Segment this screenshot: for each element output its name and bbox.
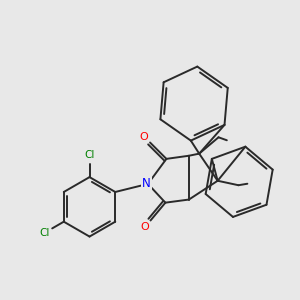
- Text: Cl: Cl: [84, 150, 95, 161]
- Text: Cl: Cl: [40, 227, 50, 238]
- Text: O: O: [140, 222, 149, 232]
- Text: O: O: [139, 132, 148, 142]
- Text: N: N: [142, 177, 151, 190]
